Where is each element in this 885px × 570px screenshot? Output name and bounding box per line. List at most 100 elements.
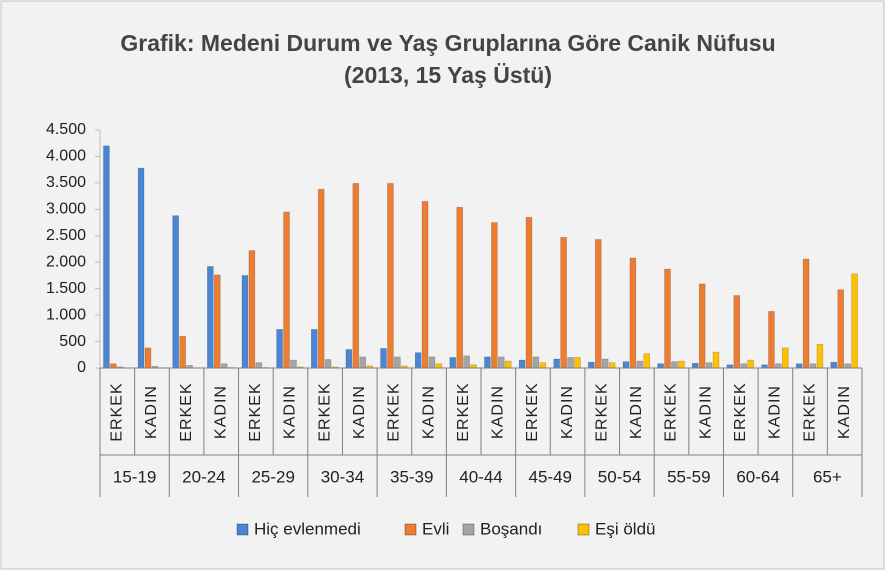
bar bbox=[504, 360, 512, 369]
bar bbox=[795, 363, 803, 369]
bar bbox=[802, 258, 810, 369]
bar bbox=[435, 363, 443, 369]
x-tick-label: KADIN bbox=[282, 385, 299, 439]
bar bbox=[276, 329, 283, 369]
bar bbox=[678, 360, 685, 369]
x-tick-label: KADIN bbox=[767, 385, 784, 439]
legend-swatch bbox=[236, 523, 249, 536]
bar bbox=[560, 237, 567, 369]
y-tick-label: 3.000 bbox=[46, 201, 86, 218]
bar bbox=[345, 349, 353, 369]
x-tick-label: KADIN bbox=[212, 385, 229, 439]
bar bbox=[463, 355, 470, 369]
bar bbox=[608, 362, 616, 369]
y-tick-label: 4.000 bbox=[46, 148, 86, 165]
group-label: 60-64 bbox=[736, 467, 779, 486]
bar bbox=[414, 352, 422, 369]
group-label: 55-59 bbox=[667, 467, 710, 486]
bar bbox=[705, 362, 713, 369]
y-tick-label: 2.500 bbox=[46, 227, 86, 244]
bar bbox=[601, 358, 609, 369]
bar bbox=[768, 311, 775, 369]
x-tick-label: KADIN bbox=[628, 385, 645, 439]
bar bbox=[103, 145, 110, 369]
y-tick-label: 4.500 bbox=[46, 121, 86, 138]
y-tick-label: 3.500 bbox=[46, 174, 86, 191]
bar bbox=[359, 356, 367, 369]
y-tick-label: 1.000 bbox=[46, 306, 86, 323]
x-tick-label: KADIN bbox=[697, 385, 714, 439]
x-tick-label: KADIN bbox=[836, 385, 853, 439]
bar bbox=[671, 361, 678, 369]
bar bbox=[283, 211, 290, 369]
bar bbox=[816, 343, 824, 369]
bar bbox=[421, 201, 429, 369]
group-label: 45-49 bbox=[529, 467, 572, 486]
bar bbox=[636, 360, 644, 369]
bar bbox=[567, 357, 574, 369]
group-label: 35-39 bbox=[390, 467, 433, 486]
bar bbox=[241, 275, 249, 369]
bar bbox=[518, 359, 526, 369]
group-label: 20-24 bbox=[182, 467, 225, 486]
legend-swatch bbox=[462, 523, 475, 536]
bar bbox=[207, 266, 214, 369]
bar bbox=[740, 363, 747, 369]
bar bbox=[539, 362, 547, 369]
legend-label: Hiç evlenmedi bbox=[254, 519, 361, 538]
bar bbox=[449, 357, 457, 369]
bar bbox=[394, 356, 401, 369]
x-tick-label: KADIN bbox=[420, 385, 437, 439]
group-label: 50-54 bbox=[598, 467, 641, 486]
x-tick-label: ERKEK bbox=[524, 382, 541, 441]
bar bbox=[214, 274, 221, 369]
legend-label: Evli bbox=[422, 519, 449, 538]
bar bbox=[844, 363, 851, 369]
bar bbox=[137, 167, 145, 369]
group-label: 15-19 bbox=[113, 467, 156, 486]
bar bbox=[733, 295, 741, 369]
y-tick-label: 500 bbox=[59, 333, 86, 350]
bar bbox=[498, 356, 505, 369]
bar bbox=[387, 183, 394, 369]
group-label: 65+ bbox=[813, 467, 842, 486]
bar bbox=[588, 361, 595, 369]
bar bbox=[664, 268, 671, 369]
bar bbox=[629, 257, 637, 369]
bar bbox=[622, 361, 630, 369]
legend-swatch bbox=[404, 523, 417, 536]
x-tick-label: ERKEK bbox=[247, 382, 264, 441]
bar bbox=[775, 363, 782, 369]
x-tick-label: ERKEK bbox=[732, 382, 749, 441]
x-tick-label: ERKEK bbox=[455, 382, 472, 441]
bar bbox=[553, 358, 560, 369]
group-label: 40-44 bbox=[459, 467, 502, 486]
bar bbox=[456, 206, 463, 369]
bar bbox=[525, 216, 533, 369]
bar bbox=[643, 353, 651, 369]
x-tick-label: KADIN bbox=[143, 385, 160, 439]
bar bbox=[484, 356, 491, 369]
bar bbox=[691, 362, 699, 369]
x-tick-label: KADIN bbox=[559, 385, 576, 439]
y-tick-label: 1.500 bbox=[46, 280, 86, 297]
bar bbox=[290, 359, 297, 369]
bar bbox=[179, 335, 186, 369]
bar bbox=[712, 351, 720, 369]
bar bbox=[657, 363, 664, 369]
bar bbox=[747, 359, 754, 369]
y-tick-label: 0 bbox=[77, 359, 86, 376]
bar bbox=[255, 362, 263, 369]
bar bbox=[574, 357, 581, 369]
bar bbox=[698, 283, 706, 369]
bar bbox=[352, 183, 360, 369]
x-tick-label: KADIN bbox=[490, 385, 507, 439]
bar bbox=[220, 363, 228, 369]
legend-label: Eşi öldü bbox=[595, 519, 655, 538]
group-label: 25-29 bbox=[251, 467, 294, 486]
bar bbox=[830, 361, 838, 369]
x-tick-label: ERKEK bbox=[178, 382, 195, 441]
x-tick-label: ERKEK bbox=[109, 382, 126, 441]
